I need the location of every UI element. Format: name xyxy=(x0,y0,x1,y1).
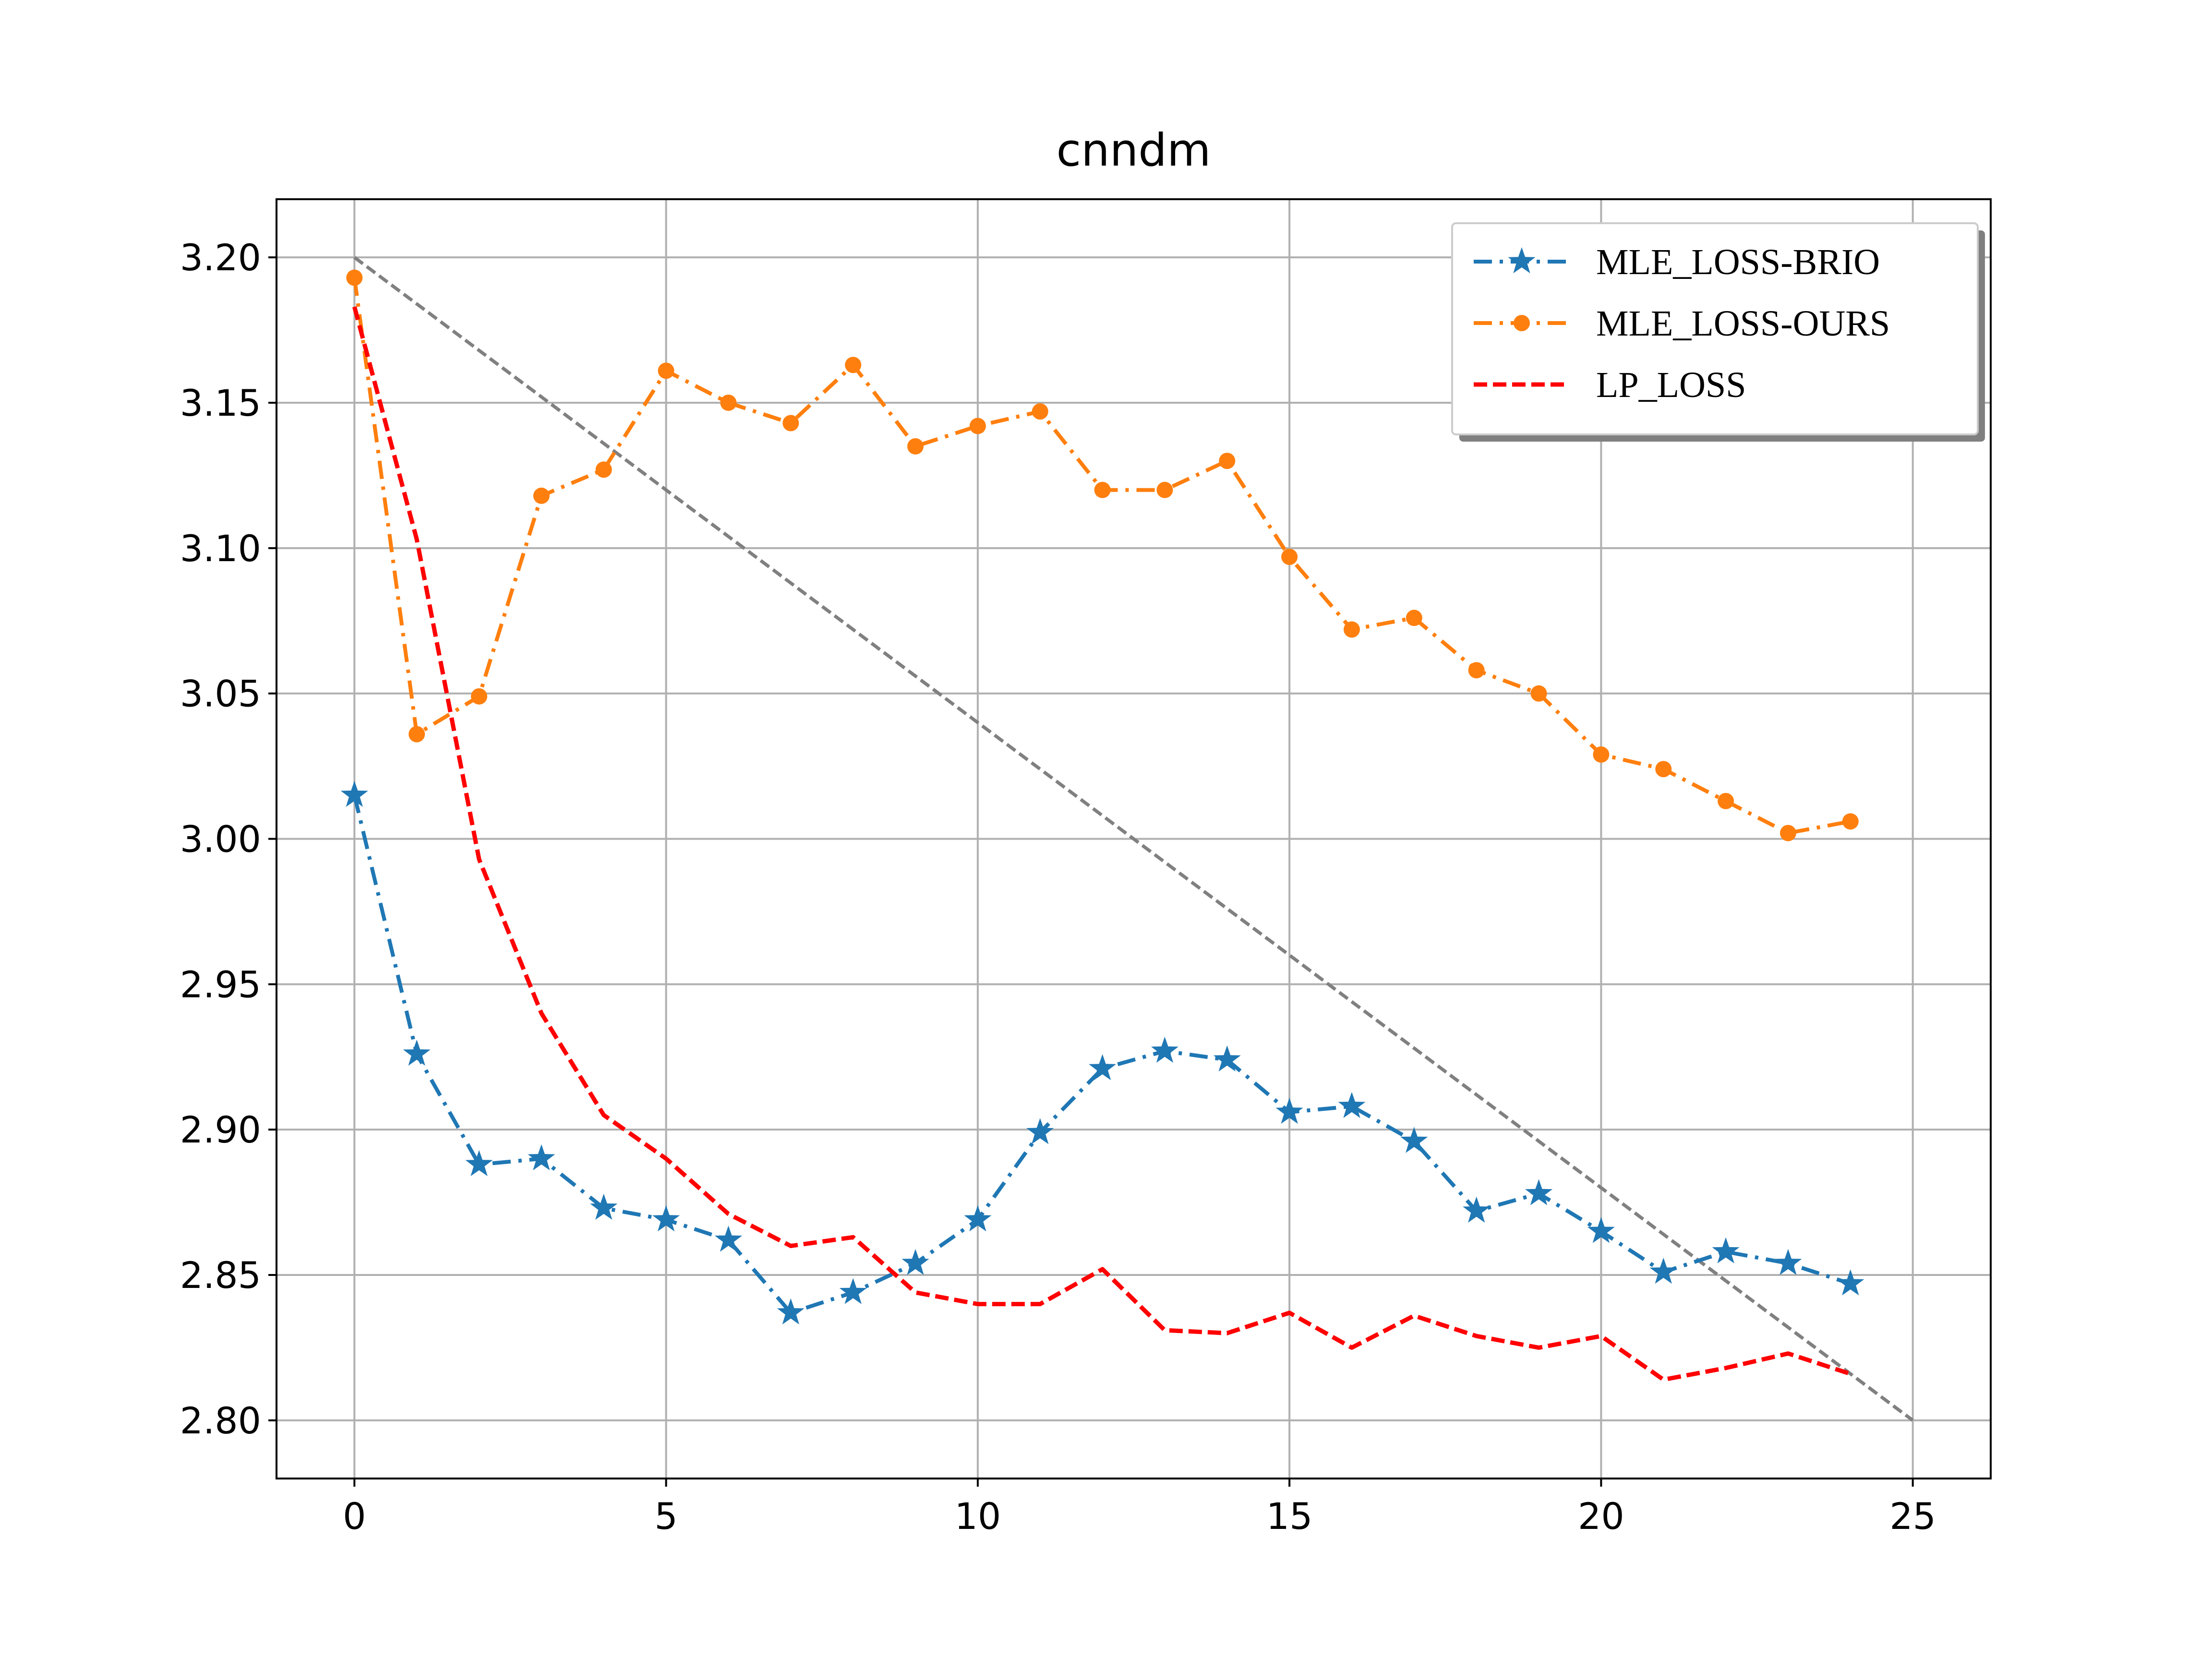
data-point xyxy=(346,269,363,286)
data-point xyxy=(340,781,368,807)
data-point xyxy=(403,1039,431,1066)
data-point xyxy=(845,357,862,373)
data-point xyxy=(1779,825,1796,842)
y-tick-label: 3.00 xyxy=(180,818,261,861)
legend-label: MLE_LOSS-OURS xyxy=(1596,303,1890,344)
data-point xyxy=(1530,685,1547,702)
x-tick-label: 10 xyxy=(955,1495,1001,1538)
data-point xyxy=(471,688,488,705)
data-point xyxy=(1400,1127,1428,1153)
data-point xyxy=(1842,813,1859,830)
data-point xyxy=(1774,1249,1802,1275)
data-point xyxy=(902,1249,929,1275)
data-point xyxy=(1156,481,1173,498)
x-tick-label: 25 xyxy=(1889,1495,1936,1538)
y-tick-label: 2.90 xyxy=(180,1108,261,1151)
data-point xyxy=(595,461,612,478)
data-point xyxy=(839,1278,867,1304)
data-point xyxy=(1026,1118,1054,1144)
legend-label: MLE_LOSS-BRIO xyxy=(1596,242,1880,282)
data-point xyxy=(714,1226,742,1252)
reference-line-layer xyxy=(353,256,1914,1422)
y-tick-label: 2.80 xyxy=(180,1399,261,1442)
data-point xyxy=(1837,1269,1864,1296)
data-point xyxy=(528,1144,555,1170)
y-tick-label: 3.20 xyxy=(180,236,261,279)
data-point xyxy=(1649,1258,1677,1284)
data-point xyxy=(1463,1196,1491,1223)
data-point xyxy=(1525,1179,1553,1205)
data-point xyxy=(907,438,924,455)
series-mle-loss-brio xyxy=(340,781,1864,1324)
data-point xyxy=(1406,610,1422,626)
y-tick-label: 2.85 xyxy=(180,1254,261,1297)
data-point xyxy=(1213,1045,1241,1072)
data-point xyxy=(409,726,425,743)
data-point xyxy=(590,1193,618,1220)
y-tick-label: 3.15 xyxy=(180,382,261,424)
legend-label: LP_LOSS xyxy=(1596,365,1746,405)
reference-line xyxy=(353,256,1914,1422)
y-tick-label: 3.05 xyxy=(180,673,261,715)
data-point xyxy=(964,1205,992,1232)
legend-box xyxy=(1451,222,1979,435)
x-axis: 0 5 10 15 20 25 xyxy=(343,1479,1936,1538)
data-point xyxy=(658,362,674,379)
data-point xyxy=(1281,548,1298,565)
x-tick-label: 0 xyxy=(343,1495,366,1538)
data-point xyxy=(1089,1054,1117,1081)
y-tick-label: 2.95 xyxy=(180,963,261,1006)
chart-title: cnndm xyxy=(1056,124,1211,177)
data-point xyxy=(652,1205,680,1232)
data-point xyxy=(1275,1097,1303,1124)
series-line xyxy=(352,306,1851,1382)
data-point xyxy=(777,1298,805,1324)
data-point xyxy=(1712,1237,1740,1263)
legend: MLE_LOSS-BRIO MLE_LOSS-OURS LP_LOSS xyxy=(1451,222,1985,442)
y-tick-label: 3.10 xyxy=(180,527,261,570)
data-point xyxy=(1718,793,1734,809)
x-tick-label: 5 xyxy=(654,1495,677,1538)
data-point xyxy=(1219,453,1236,469)
data-point xyxy=(720,394,737,411)
data-point xyxy=(1655,761,1672,778)
data-point xyxy=(1151,1036,1178,1063)
x-tick-label: 20 xyxy=(1578,1495,1624,1538)
y-axis: 2.80 2.85 2.90 2.95 3.00 3.05 3.10 3.15 3.20 xyxy=(180,236,276,1442)
data-point xyxy=(1032,403,1048,420)
series-mle-loss-ours xyxy=(346,269,1859,842)
legend-marker xyxy=(1508,247,1536,274)
series-lp-loss xyxy=(352,306,1851,1382)
data-point xyxy=(533,487,550,504)
data-point xyxy=(1094,481,1111,498)
data-point xyxy=(969,418,986,434)
series-layer xyxy=(340,269,1864,1382)
data-point xyxy=(1343,621,1360,638)
data-point xyxy=(782,415,799,432)
data-point xyxy=(1338,1092,1366,1118)
data-point xyxy=(465,1150,493,1177)
x-tick-label: 15 xyxy=(1266,1495,1313,1538)
data-point xyxy=(1593,746,1610,763)
data-point xyxy=(1587,1217,1615,1243)
data-point xyxy=(1468,662,1485,679)
legend-marker xyxy=(1514,315,1530,331)
